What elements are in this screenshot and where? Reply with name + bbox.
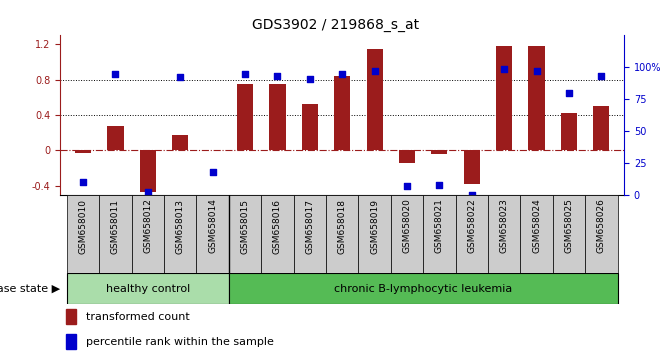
- FancyBboxPatch shape: [488, 195, 521, 273]
- Bar: [302, 103, 318, 150]
- Bar: [237, 84, 253, 150]
- FancyBboxPatch shape: [164, 195, 197, 273]
- Bar: [334, 76, 350, 150]
- Text: GSM658016: GSM658016: [273, 199, 282, 253]
- FancyBboxPatch shape: [67, 273, 229, 304]
- FancyBboxPatch shape: [456, 195, 488, 273]
- Point: [402, 183, 413, 189]
- Bar: [464, 150, 480, 184]
- Point: [305, 76, 315, 81]
- Text: GSM658020: GSM658020: [403, 199, 411, 253]
- Point: [207, 169, 218, 175]
- Text: disease state ▶: disease state ▶: [0, 284, 60, 293]
- FancyBboxPatch shape: [132, 195, 164, 273]
- FancyBboxPatch shape: [423, 195, 456, 273]
- FancyBboxPatch shape: [99, 195, 132, 273]
- Text: GSM658023: GSM658023: [500, 199, 509, 253]
- Text: chronic B-lymphocytic leukemia: chronic B-lymphocytic leukemia: [334, 284, 513, 293]
- Text: GSM658021: GSM658021: [435, 199, 444, 253]
- Text: GSM658018: GSM658018: [338, 199, 347, 253]
- Text: GSM658014: GSM658014: [208, 199, 217, 253]
- Bar: [529, 46, 545, 150]
- FancyBboxPatch shape: [326, 195, 358, 273]
- Bar: [66, 334, 76, 349]
- FancyBboxPatch shape: [553, 195, 585, 273]
- Bar: [593, 106, 609, 150]
- Bar: [561, 113, 577, 150]
- FancyBboxPatch shape: [358, 195, 391, 273]
- Text: GSM658024: GSM658024: [532, 199, 541, 253]
- Bar: [66, 309, 76, 324]
- Text: GSM658025: GSM658025: [564, 199, 574, 253]
- Point: [596, 73, 607, 79]
- Text: GSM658015: GSM658015: [240, 199, 250, 253]
- Point: [564, 90, 574, 96]
- Bar: [399, 150, 415, 163]
- FancyBboxPatch shape: [229, 273, 617, 304]
- Point: [110, 71, 121, 76]
- Point: [499, 66, 509, 72]
- FancyBboxPatch shape: [261, 195, 294, 273]
- Point: [434, 182, 445, 187]
- Bar: [269, 84, 286, 150]
- Point: [78, 179, 89, 185]
- Point: [240, 71, 250, 76]
- Text: GSM658010: GSM658010: [79, 199, 87, 253]
- Point: [142, 189, 153, 195]
- Bar: [431, 150, 448, 154]
- Bar: [107, 126, 123, 150]
- Text: GSM658013: GSM658013: [176, 199, 185, 253]
- Text: GSM658011: GSM658011: [111, 199, 120, 253]
- FancyBboxPatch shape: [391, 195, 423, 273]
- Point: [272, 73, 282, 79]
- FancyBboxPatch shape: [67, 195, 99, 273]
- Bar: [366, 48, 382, 150]
- Text: GSM658022: GSM658022: [467, 199, 476, 253]
- Point: [369, 68, 380, 74]
- Point: [337, 71, 348, 76]
- Text: GSM658017: GSM658017: [305, 199, 314, 253]
- FancyBboxPatch shape: [197, 195, 229, 273]
- Text: healthy control: healthy control: [106, 284, 190, 293]
- FancyBboxPatch shape: [294, 195, 326, 273]
- Text: GSM658026: GSM658026: [597, 199, 606, 253]
- FancyBboxPatch shape: [585, 195, 617, 273]
- Bar: [496, 46, 512, 150]
- Text: transformed count: transformed count: [86, 312, 189, 322]
- FancyBboxPatch shape: [521, 195, 553, 273]
- Bar: [172, 135, 189, 150]
- Point: [175, 75, 186, 80]
- Text: percentile rank within the sample: percentile rank within the sample: [86, 337, 274, 347]
- Point: [466, 192, 477, 198]
- Bar: [140, 150, 156, 192]
- Bar: [75, 150, 91, 153]
- Text: GDS3902 / 219868_s_at: GDS3902 / 219868_s_at: [252, 18, 419, 32]
- Point: [531, 68, 542, 74]
- Text: GSM658019: GSM658019: [370, 199, 379, 253]
- Text: GSM658012: GSM658012: [144, 199, 152, 253]
- FancyBboxPatch shape: [229, 195, 261, 273]
